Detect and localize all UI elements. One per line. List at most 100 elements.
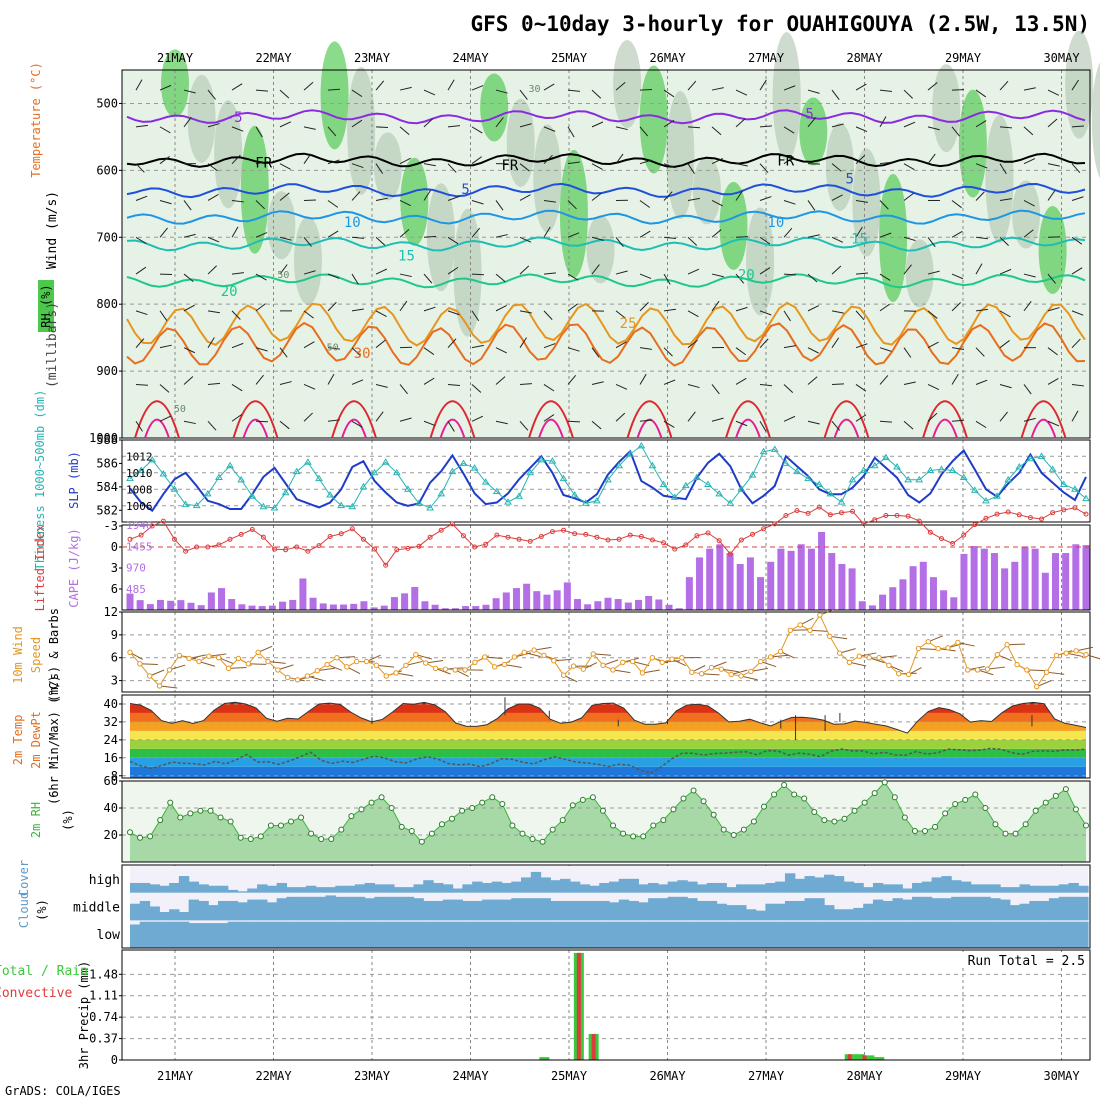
wind-barb [1071, 310, 1084, 316]
wind10m-barb [612, 669, 631, 674]
cloud-cover-bar [364, 921, 375, 948]
wind-barb [735, 377, 747, 385]
wind-barb [207, 89, 216, 100]
wind-barb [279, 420, 290, 430]
wind-barb [447, 236, 459, 245]
cloud-cover-bar [276, 882, 288, 893]
rh2m-point [740, 826, 747, 833]
thickness-point [292, 467, 301, 475]
wind-barb [351, 236, 364, 239]
rh2m-point [549, 826, 556, 833]
cape-bar [431, 604, 439, 610]
thickness-point [626, 450, 635, 457]
cloud-cover-bar [921, 921, 933, 948]
wind-barb [135, 124, 148, 128]
lifted-index-point [972, 522, 978, 528]
cloud-cover-bar [599, 921, 610, 948]
cloud-cover-bar [833, 909, 845, 921]
cloud-cover-bar [354, 921, 366, 948]
cloud-cover-bar [1019, 903, 1030, 921]
wind-barb [927, 82, 938, 91]
thickness-point [1037, 452, 1046, 459]
wind-barb [903, 264, 912, 275]
cloud-cover-bar [863, 887, 874, 893]
lifted-index-point [427, 534, 433, 540]
wind-barb [159, 344, 172, 349]
wind10m-point [265, 658, 271, 665]
contour-label: 30 [354, 346, 371, 362]
thickness-point [270, 503, 279, 511]
wind-barb [1071, 410, 1079, 422]
cloud-cover-bar [521, 898, 532, 921]
wind10m-point [935, 645, 941, 652]
wind-barb [1047, 118, 1058, 128]
wind-barb [1071, 79, 1079, 91]
pressure-tick-label: 900 [96, 364, 118, 378]
lifted-index-point [394, 547, 400, 553]
cloud-cover-bar [178, 921, 190, 948]
cloud-cover-bar [882, 884, 894, 893]
wind-barb [831, 236, 844, 243]
cloud-cover-bar [716, 882, 727, 893]
wind-barb [999, 126, 1012, 129]
wind-barb [255, 200, 265, 210]
rh-legend-swatch [38, 280, 54, 332]
wind-barb [759, 383, 772, 387]
cloud-cover-bar [325, 921, 336, 948]
wind-barb [495, 234, 508, 238]
date-label-top: 21MAY [157, 51, 194, 65]
cloud-cover-bar [755, 910, 767, 921]
cloud-cover-bar [198, 884, 209, 893]
cape-bar [472, 606, 480, 610]
wind-barb [279, 192, 290, 201]
wind10m-point [570, 663, 577, 669]
cape-bar [645, 595, 653, 610]
cloud-cover-bar [530, 898, 542, 921]
cloud-cover-bar [227, 900, 239, 921]
wind-barb [207, 163, 218, 172]
cloud-cover-bar [599, 900, 610, 921]
cloud-layer-label: middle [73, 901, 120, 916]
wind-barb [903, 192, 914, 201]
wind-barb [807, 305, 820, 312]
wind-barb [1047, 307, 1060, 312]
date-label-top: 29MAY [945, 51, 982, 65]
rh2m-point [157, 817, 164, 824]
wind-barb [1071, 125, 1085, 128]
wind10m-point [462, 667, 468, 673]
thickness-point [793, 467, 801, 475]
wind-barb [1071, 383, 1084, 387]
cloud-cover-bar [296, 921, 307, 948]
wind-barb [807, 347, 819, 354]
cape-bar [675, 608, 683, 610]
cloud-cover-bar [951, 880, 962, 893]
rh2m-point [459, 807, 466, 814]
wind10m-point [541, 652, 547, 659]
cloud-cover-bar [511, 921, 522, 948]
cloud-cover-bar [980, 884, 991, 893]
lifted-index-point [1061, 507, 1067, 513]
thickness-point [348, 502, 357, 510]
cape-bar [797, 544, 805, 610]
wind-barb [183, 376, 194, 385]
wind-barb [183, 89, 196, 94]
cloud-cover-bar [1019, 884, 1030, 893]
wind10m-point [767, 654, 774, 660]
wind-barb [567, 89, 580, 92]
wind-barb [975, 120, 987, 128]
precip-convective-bar [591, 1033, 596, 1060]
cape-bar [177, 600, 185, 610]
cape-bar [218, 588, 226, 610]
wind10m-barb [1026, 669, 1045, 672]
lifted-index-point [627, 532, 633, 538]
cloud-cover-bar [648, 898, 659, 921]
wind-barb [1047, 347, 1058, 356]
thickness-point [470, 464, 479, 471]
wind-barb [687, 383, 700, 389]
wind-barb [615, 81, 626, 91]
wind-barb [567, 200, 577, 210]
lifted-index-point [549, 529, 555, 535]
panel-label-precip: 3hr Precip (mm) [77, 961, 91, 1069]
wind10m-point [442, 666, 449, 672]
lifted-index-point [460, 533, 466, 539]
